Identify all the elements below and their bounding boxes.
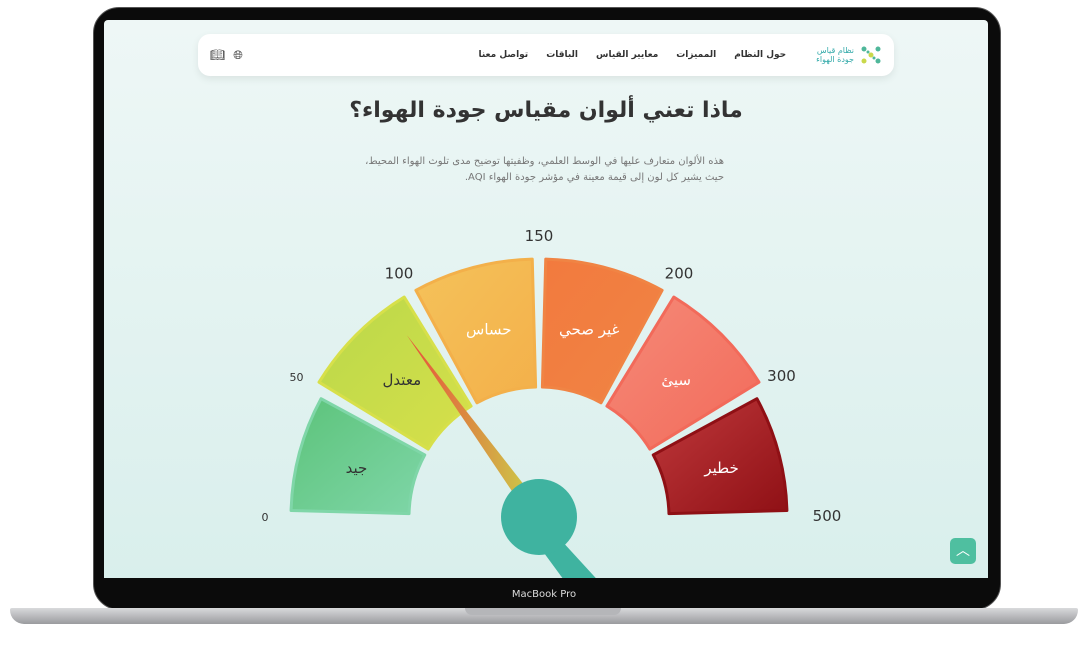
gauge-segment — [414, 257, 538, 405]
tick-label: 500 — [813, 507, 842, 525]
logo-line2: جودة الهواء — [816, 55, 854, 64]
nav-plans[interactable]: الباقات — [546, 50, 579, 60]
page-title: ماذا تعني ألوان مقياس جودة الهواء؟ — [349, 98, 743, 123]
aqi-gauge: جيد معتدل حساس غير صحي سيئ خطير 0 50 100 150 200 30… — [262, 227, 842, 578]
scroll-top-button[interactable]: ︿ — [950, 538, 976, 564]
tick-label: 150 — [525, 227, 554, 245]
globe-icon[interactable]: 🌐︎ — [233, 47, 243, 62]
segment-label: خطير — [703, 459, 738, 477]
gauge-segment — [651, 397, 789, 516]
gauge-segment — [289, 397, 427, 516]
gauge-segment — [605, 295, 761, 451]
gauge-needle — [406, 334, 546, 522]
gauge-segment — [317, 295, 473, 451]
segment-label: سيئ — [661, 371, 691, 389]
segment-label: جيد — [346, 459, 368, 477]
laptop-notch — [465, 608, 621, 615]
logo-icon — [861, 46, 881, 64]
tick-label: 200 — [665, 265, 694, 283]
laptop-base — [10, 608, 1078, 624]
tick-label: 300 — [767, 367, 796, 385]
tick-label: 0 — [262, 511, 269, 524]
logo[interactable]: نظام قياس جودة الهواء — [816, 45, 882, 65]
description: هذه الألوان متعارف عليها في الوسط العلمي… — [365, 156, 724, 183]
navbar: نظام قياس جودة الهواء حول النظام المميزات… — [198, 34, 894, 76]
gauge-hub — [501, 479, 577, 555]
segment-label: غير صحي — [559, 321, 619, 340]
chevron-up-icon: ︿ — [956, 543, 970, 559]
nav-features[interactable]: المميزات — [676, 50, 717, 60]
nav-contact[interactable]: تواصل معنا — [478, 50, 529, 60]
logo-line1: نظام قياس — [816, 46, 854, 55]
tick-label: 50 — [290, 371, 304, 384]
gauge-segment — [540, 257, 664, 405]
nav-standards[interactable]: معايير القياس — [596, 50, 659, 60]
screen: نظام قياس جودة الهواء حول النظام المميزات… — [104, 20, 988, 578]
segment-label: حساس — [466, 321, 512, 339]
segment-label: معتدل — [383, 371, 422, 389]
book-icon[interactable]: 📖︎ — [210, 47, 226, 62]
tick-label: 100 — [385, 265, 414, 283]
nav-about[interactable]: حول النظام — [734, 50, 787, 60]
device-label: MacBook Pro — [511, 589, 577, 600]
